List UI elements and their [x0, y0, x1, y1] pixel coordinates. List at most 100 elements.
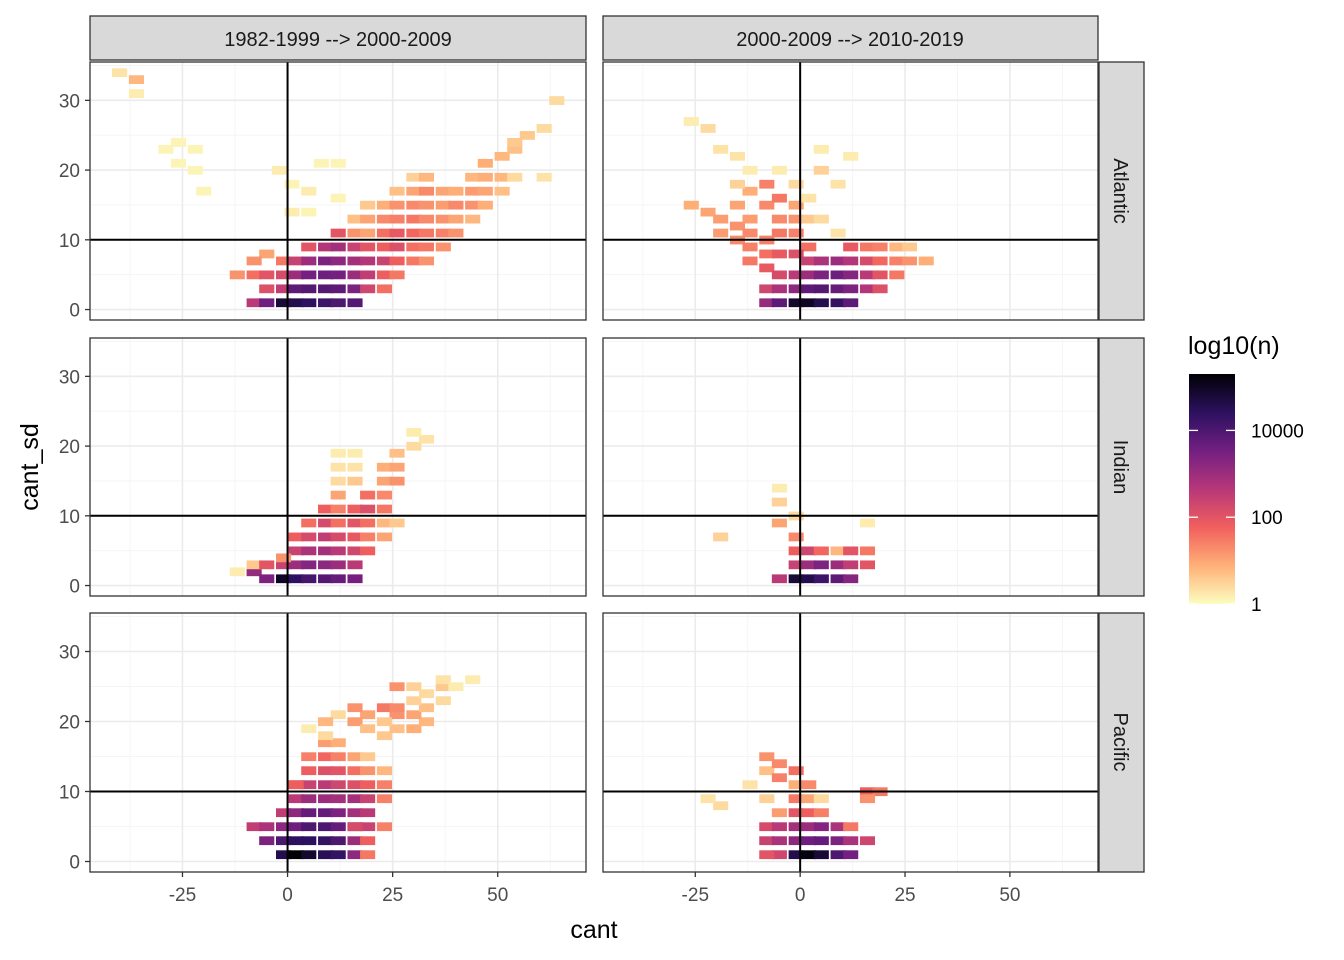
x-tick-label: -25: [682, 885, 709, 906]
heatmap-cell: [330, 298, 346, 308]
heatmap-cell: [288, 298, 304, 308]
heatmap-cell: [229, 270, 245, 280]
heatmap-cell: [276, 553, 292, 563]
heatmap-cell: [360, 490, 376, 500]
heatmap-cell: [360, 532, 376, 542]
heatmap-cell: [843, 822, 859, 832]
heatmap-cell: [435, 675, 451, 685]
heatmap-cell: [406, 724, 422, 734]
y-tick-label: 10: [59, 507, 80, 528]
heatmap-cell: [494, 172, 510, 182]
heatmap-cell: [771, 165, 787, 175]
heatmap-cell: [418, 703, 435, 713]
facet-panel-pacific-1: [89, 612, 587, 873]
heatmap-cell: [406, 186, 422, 196]
heatmap-cell: [360, 808, 376, 818]
y-axis-ticks: 0 10 20 30 0 10 20 30 0 10 20 30: [59, 91, 90, 874]
heatmap-cell: [389, 462, 405, 472]
heatmap-cell: [788, 574, 804, 584]
x-tick-label: 25: [382, 885, 403, 906]
heatmap-cell: [813, 836, 829, 846]
heatmap-cell: [901, 242, 917, 252]
heatmap-cell: [713, 144, 729, 154]
heatmap-cell: [759, 249, 775, 259]
legend-tick-label: 10000: [1251, 421, 1304, 442]
heatmap-cell: [259, 249, 275, 259]
heatmap-cell: [246, 560, 262, 570]
heatmap-cell: [347, 703, 363, 713]
heatmap-cell: [759, 850, 775, 860]
heatmap-cell: [246, 567, 262, 577]
heatmap-cell: [389, 214, 405, 224]
heatmap-cell: [376, 766, 392, 776]
heatmap-cell: [389, 228, 405, 238]
heatmap-cell: [271, 165, 287, 175]
facet-panel-pacific-2: [602, 612, 1099, 873]
heatmap-cell: [889, 256, 905, 266]
heatmap-cell: [276, 560, 292, 570]
heatmap-cell: [318, 270, 334, 280]
column-strip-1: 1982-1999 --> 2000-2009: [89, 15, 587, 61]
heatmap-cell: [788, 298, 804, 308]
heatmap-cell: [788, 179, 804, 189]
heatmap-cell: [859, 242, 876, 252]
heatmap-cell: [465, 172, 481, 182]
heatmap-cell: [507, 138, 523, 147]
heatmap-cell: [830, 560, 846, 570]
heatmap-cell: [389, 518, 405, 528]
heatmap-cell: [507, 172, 523, 182]
heatmap-cell: [301, 850, 317, 860]
heatmap-cell: [549, 96, 565, 105]
heatmap-cell: [742, 780, 758, 790]
heatmap-cell: [759, 284, 775, 294]
heatmap-cell: [788, 836, 804, 846]
heatmap-cell: [360, 546, 376, 556]
heatmap-cell: [830, 546, 846, 556]
heatmap-cell: [418, 689, 435, 699]
heatmap-cell: [759, 179, 775, 189]
heatmap-cell: [406, 696, 422, 706]
heatmap-cell: [801, 836, 817, 846]
heatmap-cell: [813, 850, 829, 860]
heatmap-cell: [347, 462, 363, 472]
legend: log10(n) 1 100 10000: [1188, 332, 1304, 616]
heatmap-cell: [330, 242, 346, 252]
heatmap-cell: [347, 518, 363, 528]
heatmap-cell: [318, 766, 334, 776]
heatmap-cell: [435, 696, 451, 706]
heatmap-cell: [288, 836, 304, 846]
heatmap-cell: [465, 675, 481, 685]
heatmap-cell: [301, 752, 317, 762]
heatmap-cell: [360, 780, 376, 790]
heatmap-cell: [713, 532, 729, 542]
heatmap-cell: [843, 151, 859, 161]
heatmap-cell: [859, 560, 876, 570]
heatmap-cell: [288, 574, 304, 584]
heatmap-cell: [859, 256, 876, 266]
heatmap-cell: [843, 270, 859, 280]
row-strip-1-label: Atlantic: [1109, 158, 1131, 224]
heatmap-cell: [771, 574, 787, 584]
heatmap-cell: [347, 717, 363, 727]
heatmap-cell: [406, 228, 422, 238]
heatmap-cell: [301, 270, 317, 280]
heatmap-cell: [318, 717, 334, 727]
heatmap-cell: [813, 808, 829, 818]
heatmap-cell: [376, 270, 392, 280]
heatmap-cell: [801, 780, 817, 790]
heatmap-cell: [448, 186, 464, 196]
heatmap-cell: [288, 780, 304, 790]
heatmap-cell: [347, 574, 363, 584]
heatmap-cell: [376, 256, 392, 266]
heatmap-cell: [788, 200, 804, 210]
heatmap-cell: [360, 822, 376, 832]
heatmap-cell: [788, 546, 804, 556]
heatmap-cell: [448, 200, 464, 210]
heatmap-cell: [448, 682, 464, 692]
heatmap-cell: [771, 249, 787, 259]
facet-panel-indian-1: [89, 337, 587, 597]
heatmap-cell: [360, 284, 376, 294]
heatmap-cell: [330, 574, 346, 584]
heatmap-cell: [771, 284, 787, 294]
heatmap-cell: [465, 186, 481, 196]
